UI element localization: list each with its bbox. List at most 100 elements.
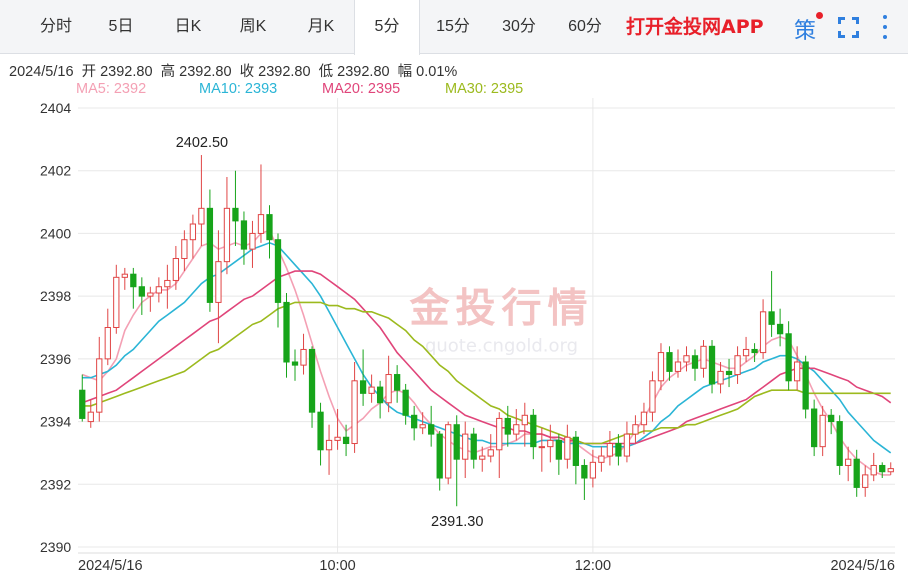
candle <box>121 267 128 290</box>
candle <box>598 446 605 472</box>
candle-body <box>334 436 341 441</box>
candle-body <box>717 370 724 385</box>
candle-body <box>572 436 579 466</box>
candle-body <box>853 458 860 488</box>
candle-body <box>138 286 145 297</box>
candle-body <box>581 464 588 479</box>
candle <box>751 343 758 362</box>
candle <box>342 424 350 457</box>
ohlc-date: 2024/5/16 <box>9 64 74 80</box>
candle <box>147 286 154 312</box>
candle <box>445 421 452 485</box>
x-tick-label: 2024/5/16 <box>78 558 143 573</box>
candle <box>802 355 809 419</box>
y-tick-label: 2390 <box>40 539 71 555</box>
candle <box>453 415 460 507</box>
watermark-text: 金投行情 <box>409 286 594 332</box>
candle-body <box>640 411 648 426</box>
candle <box>887 462 894 475</box>
candle <box>232 170 239 246</box>
candle <box>411 405 418 441</box>
candle-body <box>215 261 222 303</box>
candle <box>717 361 724 394</box>
candle-body <box>283 301 290 363</box>
candle-body <box>359 380 367 394</box>
candle-body <box>598 455 605 463</box>
candle <box>487 434 494 463</box>
candle-body <box>104 327 111 360</box>
tab-15-min[interactable]: 15分 <box>436 18 470 35</box>
candle-body <box>300 348 307 366</box>
candle-body <box>462 433 469 460</box>
period-tab-bar: 分时 5日 日K 周K 月K 5分 15分 30分 60分 打开金投网APP 策 <box>0 0 908 55</box>
candle <box>572 430 579 485</box>
fullscreen-icon[interactable] <box>838 17 859 38</box>
candle <box>819 405 826 457</box>
low-label: 低 <box>318 64 334 80</box>
extreme-label: 2402.50 <box>176 135 228 151</box>
change-label: 幅 <box>397 64 413 80</box>
candle <box>334 409 341 450</box>
candle-body <box>308 348 316 413</box>
candle <box>759 299 767 359</box>
candle-body <box>445 424 452 479</box>
tab-60-min[interactable]: 60分 <box>568 18 602 35</box>
candle-body <box>811 408 818 448</box>
tab-5-min[interactable]: 5分 <box>354 0 420 55</box>
candle <box>845 446 852 482</box>
candle-body <box>776 323 784 335</box>
candle <box>325 424 333 475</box>
candle <box>657 343 665 391</box>
candle-body <box>394 374 401 391</box>
ma5-line <box>82 229 891 476</box>
y-tick-label: 2396 <box>40 351 71 367</box>
ma20-line <box>82 270 892 445</box>
candle <box>428 405 435 447</box>
candle-body <box>632 424 639 435</box>
candle <box>538 427 545 472</box>
more-vertical-icon[interactable] <box>879 14 891 40</box>
tab-time-share[interactable]: 分时 <box>39 18 72 35</box>
candle-body <box>79 389 86 419</box>
candle <box>615 434 622 466</box>
y-tick-label: 2404 <box>40 100 71 116</box>
candle-body <box>291 361 299 366</box>
candle <box>376 380 384 419</box>
candle <box>189 214 197 259</box>
candle-body <box>504 417 511 435</box>
candle-body <box>198 207 205 225</box>
x-tick-label: 12:00 <box>575 558 611 573</box>
candle-body <box>385 374 392 404</box>
open-app-link[interactable]: 打开金投网APP <box>626 16 764 38</box>
tab-daily-k[interactable]: 日K <box>174 18 202 35</box>
tab-30-min[interactable]: 30分 <box>502 18 536 35</box>
candle-body <box>325 439 333 451</box>
candle <box>402 383 409 425</box>
candle-body <box>189 223 197 241</box>
tab-weekly-k[interactable]: 周K <box>239 18 267 35</box>
candle <box>862 465 869 497</box>
candle-body <box>862 474 869 488</box>
chart-grid <box>78 98 895 554</box>
notification-dot <box>816 12 823 19</box>
candle <box>308 346 316 428</box>
candle-body <box>411 414 418 429</box>
candle-body <box>342 436 350 445</box>
candle-body <box>470 433 477 460</box>
candle-body <box>700 345 707 369</box>
candle-body <box>530 414 537 448</box>
candle <box>564 424 571 469</box>
watermark-subtext: quote.cngold.org <box>425 336 578 357</box>
tab-monthly-k[interactable]: 月K <box>307 18 335 35</box>
candle <box>317 402 324 466</box>
policy-icon[interactable]: 策 <box>794 19 817 44</box>
candle-body <box>232 207 239 222</box>
candle <box>674 349 682 378</box>
tab-5-day[interactable]: 5日 <box>108 18 134 35</box>
candle-body <box>649 380 656 413</box>
candle-body <box>113 276 120 329</box>
candle <box>249 220 256 268</box>
candle <box>768 271 775 337</box>
candle <box>215 230 222 344</box>
